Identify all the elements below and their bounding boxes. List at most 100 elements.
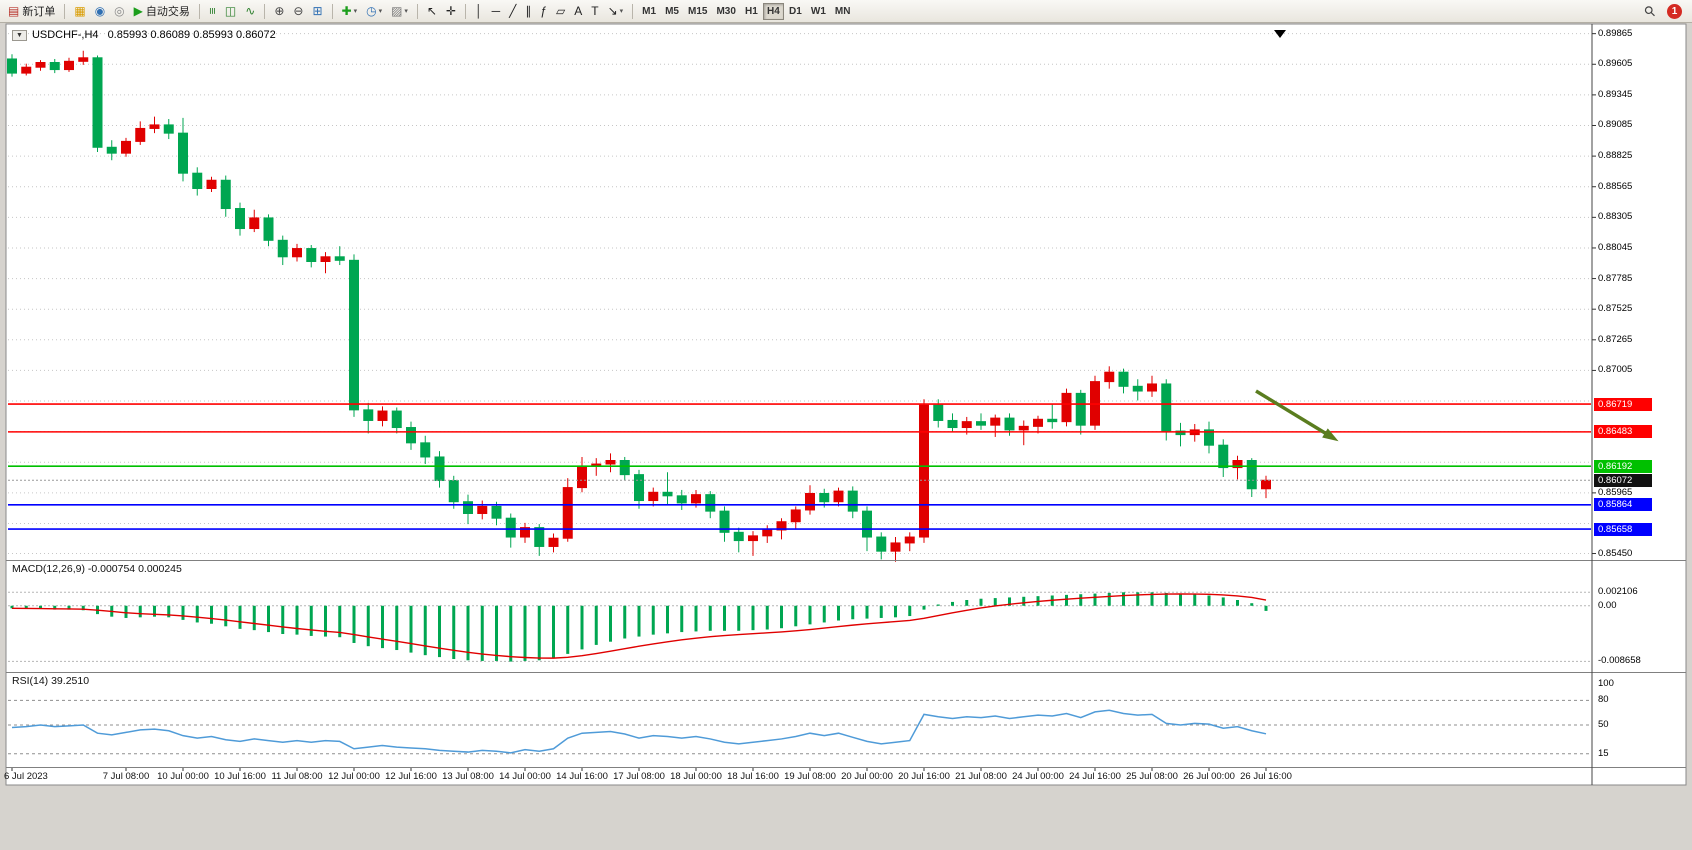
toolbar-right: ⚲ 1 [1640, 0, 1682, 23]
bar-chart-button[interactable]: ≡ [205, 2, 220, 21]
market-watch-button[interactable]: ◉ [91, 2, 109, 21]
periods-button[interactable]: ◷ ▾ [362, 2, 386, 21]
candle-body [520, 527, 530, 538]
zoom-in-button[interactable]: ⊕ [270, 2, 288, 21]
toolbar-separator [465, 3, 467, 19]
candle-body [106, 146, 117, 154]
notification-badge[interactable]: 1 [1667, 4, 1682, 19]
fibonacci-icon: ƒ [540, 4, 547, 18]
fibonacci-button[interactable]: ƒ [536, 2, 551, 21]
candle-body [1033, 418, 1043, 427]
candle-body [947, 419, 958, 429]
candlestick-chart-button[interactable]: ◫ [221, 2, 240, 21]
price-tick-label: 0.89605 [1598, 58, 1633, 70]
price-tick-label: 0.87785 [1598, 272, 1633, 284]
tile-windows-button[interactable]: ⊞ [308, 2, 326, 21]
templates-icon: ▨ [391, 4, 403, 18]
shapes-button[interactable]: ▱ [552, 2, 569, 21]
navigator-button[interactable]: ◎ [110, 2, 128, 21]
candle-body [334, 256, 345, 261]
candle-body [64, 60, 74, 71]
vertical-line-button[interactable]: │ [471, 2, 487, 21]
timeframe-w1-button[interactable]: W1 [810, 5, 826, 17]
time-axis-label: 10 Jul 00:00 [157, 771, 209, 782]
text-label-button[interactable]: T [587, 2, 602, 21]
profiles-button[interactable]: ▦ [70, 2, 89, 21]
candle-body [819, 492, 830, 503]
candle-body [733, 531, 744, 542]
crosshair-icon: ✛ [446, 4, 457, 18]
timeframe-h1-button[interactable]: H1 [744, 5, 758, 17]
candle-body [790, 509, 801, 523]
candle-body [420, 442, 431, 458]
templates-button[interactable]: ▨ ▾ [387, 2, 412, 21]
periods-dropdown-icon[interactable]: ▾ [378, 8, 383, 15]
chart-shift-marker[interactable] [1274, 30, 1286, 38]
candle-body [719, 510, 730, 533]
candle-body [1218, 444, 1229, 469]
toolbar-separator [198, 3, 200, 19]
candle-body [534, 527, 545, 547]
autotrading-button[interactable]: ▶ 自动交易 [130, 2, 194, 21]
search-icon[interactable]: ⚲ [1640, 1, 1659, 21]
candle-body [919, 404, 929, 538]
cursor-button[interactable]: ↖ [423, 2, 441, 21]
candle-body [705, 494, 716, 512]
trendline-button[interactable]: ╱ [505, 2, 520, 21]
arrow-annotation[interactable] [1255, 389, 1331, 438]
candle-body [406, 427, 416, 444]
tile-windows-icon: ⊞ [312, 4, 323, 18]
navigator-icon: ◎ [114, 4, 125, 18]
line-chart-icon: ∿ [245, 4, 256, 18]
text-label-icon: T [591, 4, 599, 18]
time-axis-label: 6 Jul 2023 [4, 771, 48, 782]
candle-body [1232, 460, 1243, 469]
arrows-tool-dropdown-icon[interactable]: ▾ [619, 8, 624, 15]
toolbar-separator [64, 3, 66, 19]
indicators-button[interactable]: ✚ ▾ [338, 2, 362, 21]
candle-body [1261, 479, 1271, 490]
arrows-tool-button[interactable]: ↘ ▾ [604, 2, 628, 21]
candle-body [292, 248, 302, 258]
price-line-badge: 0.85864 [1594, 498, 1652, 512]
candle-body [220, 179, 231, 210]
price-tick-label: 0.89865 [1598, 27, 1633, 39]
line-chart-button[interactable]: ∿ [241, 2, 259, 21]
zoom-out-button[interactable]: ⊖ [289, 2, 307, 21]
new-order-button[interactable]: ▤ 新订单 [4, 2, 59, 21]
horizontal-line-button[interactable]: ─ [488, 2, 505, 21]
timeframe-m15-button[interactable]: M15 [687, 5, 708, 17]
price-tick-label: 0.85965 [1598, 486, 1633, 498]
indicators-dropdown-icon[interactable]: ▾ [353, 8, 358, 15]
candle-body [990, 417, 1001, 426]
crosshair-button[interactable]: ✛ [442, 2, 460, 21]
timeframe-m1-button[interactable]: M1 [642, 5, 657, 17]
candle-body [149, 124, 160, 129]
timeframe-m30-button[interactable]: M30 [716, 5, 736, 17]
candle-body [249, 217, 260, 230]
timeframe-d1-button[interactable]: D1 [788, 5, 802, 17]
price-tick-label: 0.85450 [1598, 547, 1633, 559]
macd-signal-line [11, 593, 1267, 659]
toolbar-separator [331, 3, 333, 19]
equidistant-channel-button[interactable]: ∥ [521, 2, 535, 21]
bid-price-badge: 0.86072 [1594, 473, 1652, 487]
text-button[interactable]: A [570, 2, 586, 21]
candle-body [1104, 371, 1115, 383]
timeframe-mn-button[interactable]: MN [834, 5, 851, 17]
candle-body [448, 480, 459, 503]
symbol-dropdown-icon[interactable]: ▼ [12, 29, 27, 41]
candle-body [377, 410, 388, 421]
horizontal-line-icon: ─ [491, 4, 501, 18]
chart-ohlc-values: 0.85993 0.86089 0.85993 0.86072 [107, 29, 276, 41]
candle-body [92, 57, 103, 148]
templates-dropdown-icon[interactable]: ▾ [404, 8, 408, 15]
timeframe-m5-button[interactable]: M5 [665, 5, 679, 17]
candle-body [662, 491, 673, 497]
text-icon: A [574, 4, 583, 18]
timeframe-h4-button[interactable]: H4 [762, 2, 784, 20]
candle-body [776, 521, 787, 531]
profiles-icon: ▦ [74, 4, 86, 18]
candle-body [320, 256, 331, 263]
